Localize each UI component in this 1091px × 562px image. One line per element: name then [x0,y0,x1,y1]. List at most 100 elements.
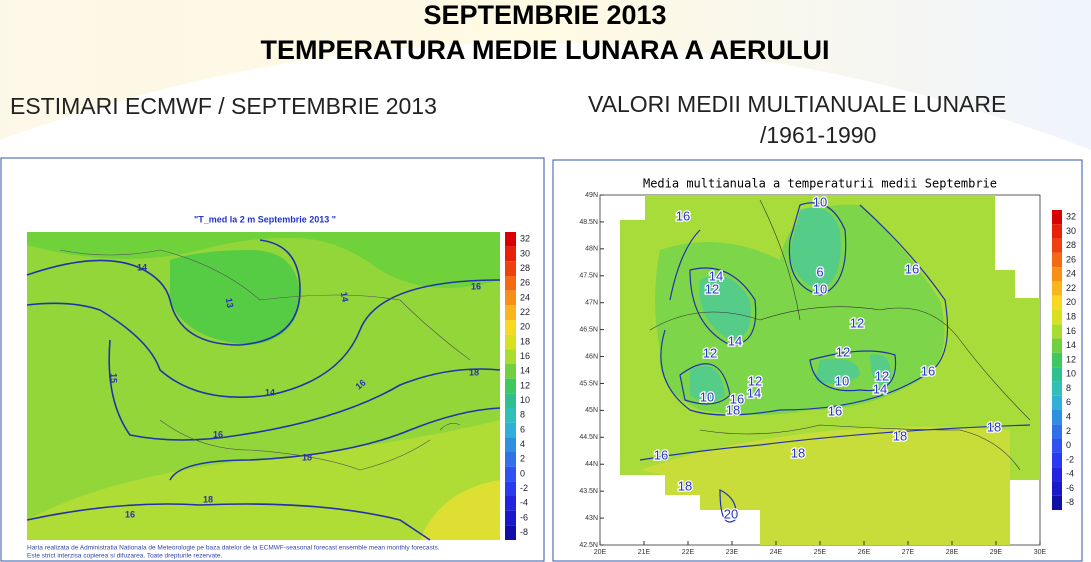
colorbar-swatch [505,246,516,262]
contour-label: 14 [339,291,351,303]
colorbar-label: -2 [520,483,528,493]
lon-label: 23E [726,549,739,556]
contour-label: 12 [705,281,719,296]
colorbar-label: 14 [520,366,530,376]
colorbar-label: -8 [1066,497,1074,507]
contour-label: 16 [654,447,668,462]
map-fill [690,207,891,403]
lat-label: 47.5N [579,273,598,280]
contour-label: 16 [730,391,744,406]
contour-label: 12 [836,344,850,359]
lat-label: 43.5N [579,488,598,495]
colorbar-label: 32 [1066,212,1076,222]
lat-label: 46.5N [579,326,598,333]
map-fill [170,250,300,345]
colorbar-label: 30 [520,248,530,258]
contour-label: 14 [137,262,147,272]
lat-label: 48N [585,246,598,253]
colorbar-label: 22 [520,307,530,317]
colorbar-label: 14 [1066,340,1076,350]
colorbar-label: 6 [520,424,525,434]
contour-label: 16 [471,281,481,291]
colorbar-label: 30 [1066,226,1076,236]
lat-label: 44N [585,461,598,468]
lat-label: 47N [585,300,598,307]
map-fill [420,480,500,540]
colorbar-label: 16 [1066,326,1076,336]
contour-label: 12 [875,368,889,383]
colorbar-label: -6 [1066,483,1074,493]
map-title: "T_med la 2 m Septembrie 2013 " [194,214,336,224]
colorbar-swatch [505,496,516,511]
colorbar-swatch [505,510,516,526]
title-line: TEMPERATURA MEDIE LUNARA A AERULUI [261,35,830,65]
background-decor [0,0,1091,150]
colorbar-swatch [505,422,516,438]
colorbar-label: 22 [1066,283,1076,293]
contour-label: 16 [125,509,135,519]
colorbar-swatch [1052,424,1062,439]
colorbar-label: 20 [520,322,530,332]
contour-label: 10 [835,373,849,388]
colorbar-swatch [1052,352,1062,368]
lon-label: 26E [858,549,871,556]
colorbar-label: 28 [1066,240,1076,250]
colorbar-swatch [1052,395,1062,410]
colorbar-swatch [1052,452,1062,468]
colorbar-swatch [1052,338,1062,353]
caption: ESTIMARI ECMWF / SEPTEMBRIE 2013 [10,93,437,119]
contour-label: 13 [224,297,236,309]
title-line: SEPTEMBRIE 2013 [423,0,666,30]
colorbar-swatch [505,466,516,482]
contour-label: 10 [700,389,714,404]
lat-label: 45.5N [579,380,598,387]
contour-label: 14 [709,268,723,283]
colorbar-swatch [1052,267,1062,282]
contour-label: 14 [265,387,275,397]
colorbar-swatch [505,305,516,320]
contour-label: 10 [813,281,827,296]
colorbar-swatch [505,290,516,306]
caption: /1961-1990 [760,122,876,148]
footnote: Este strict interzisa copierea si difuza… [27,553,223,560]
colorbar-swatch [1052,410,1062,425]
map-fill [640,426,1010,545]
contour-label: 16 [213,429,223,439]
contour-label: 14 [747,385,761,400]
contour-label: 6 [816,264,823,279]
lon-label: 29E [990,549,1003,556]
contour-label: 18 [469,367,479,377]
colorbar-label: 24 [520,292,530,302]
colorbar-swatch [505,481,516,496]
lon-label: 25E [814,549,827,556]
contour-label: 16 [828,403,842,418]
colorbar-swatch [1052,324,1062,339]
colorbar-label: 18 [520,336,530,346]
colorbar-label: 4 [520,439,525,449]
colorbar-label: 0 [520,468,525,478]
colorbar-swatch [505,525,516,540]
colorbar-label: -2 [1066,454,1074,464]
colorbar-swatch [505,349,516,364]
colorbar-label: 24 [1066,269,1076,279]
colorbar-swatch [505,320,516,335]
colorbar-swatch [1052,495,1062,510]
colorbar-label: 18 [1066,312,1076,322]
colorbar-label: 32 [520,234,530,244]
contour-label: 16 [905,261,919,276]
colorbar-swatch [505,393,516,408]
colorbar-swatch [1052,281,1062,296]
lat-label: 42.5N [579,542,598,549]
colorbar-label: 6 [1066,397,1071,407]
lon-label: 27E [902,549,915,556]
colorbar-label: -6 [520,512,528,522]
colorbar-label: -4 [1066,469,1074,479]
colorbar-swatch [1052,381,1062,396]
map [26,232,501,541]
contour-label: 16 [354,377,368,391]
colorbar-label: -8 [520,527,528,537]
contour-label: 18 [203,494,213,504]
